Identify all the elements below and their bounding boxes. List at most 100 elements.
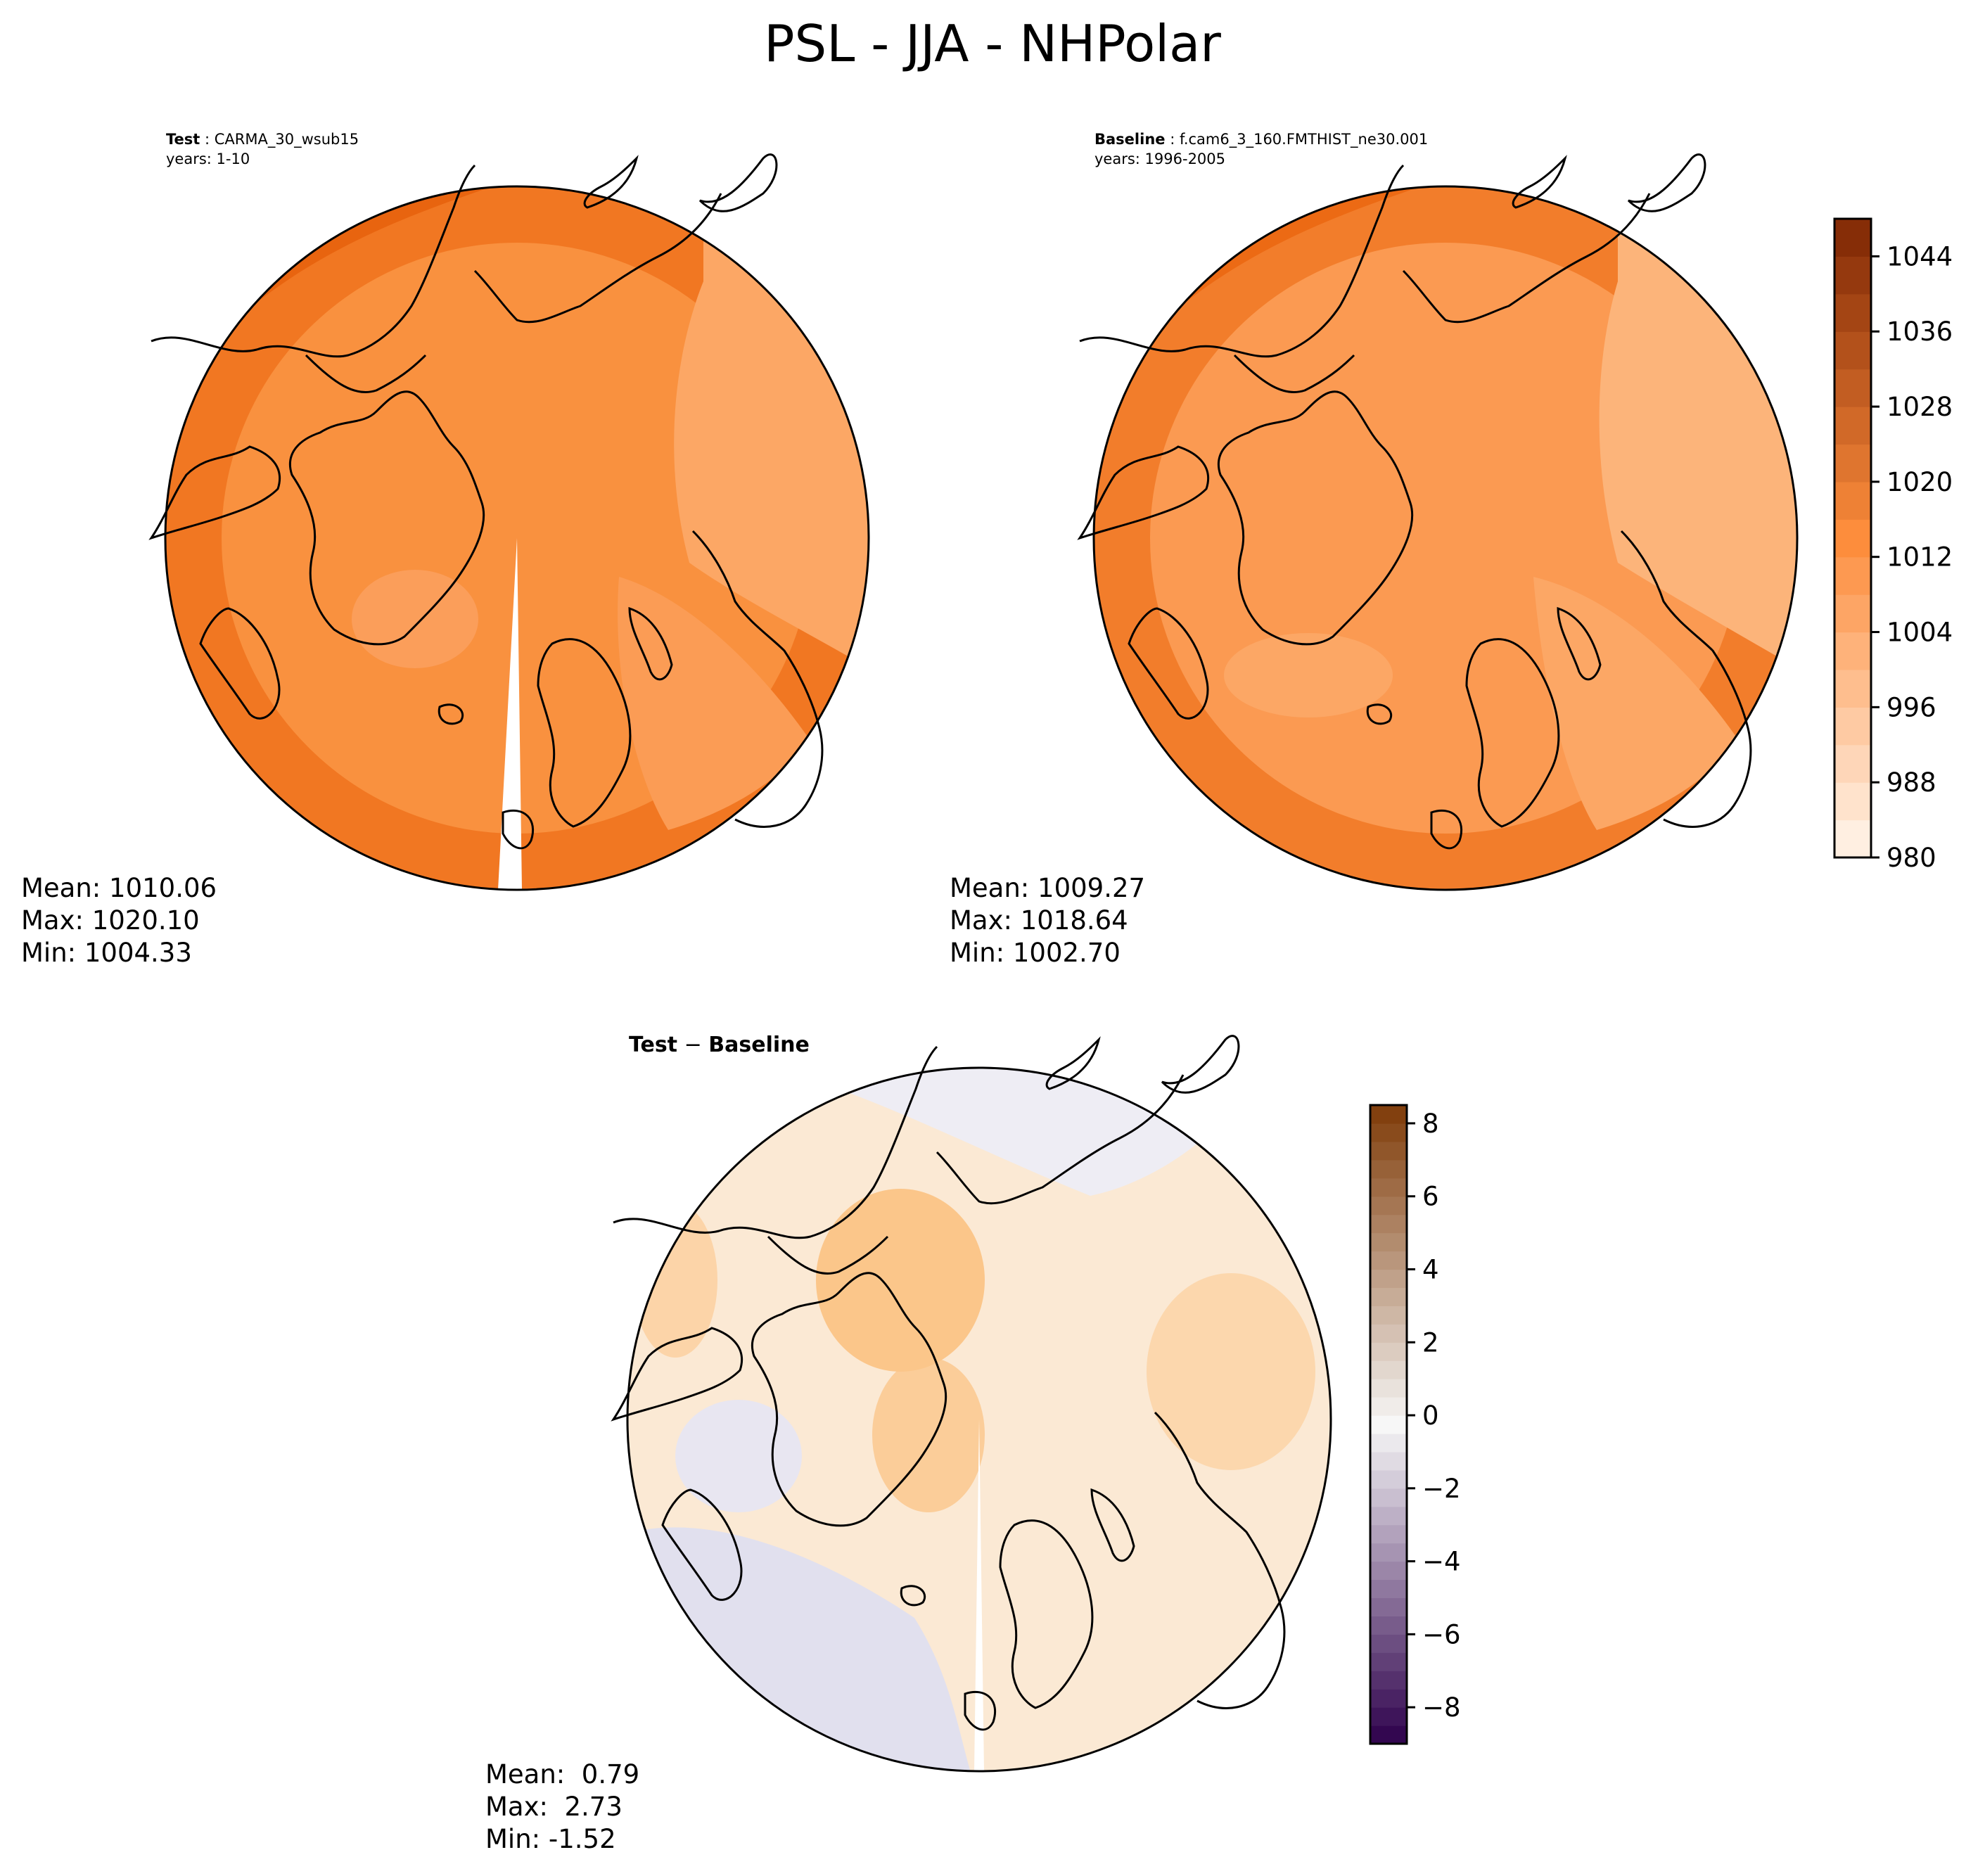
diff-label-test: Test: [629, 1033, 678, 1057]
absolute-colorbar: 980 988 996 1004 1012 1020 1028 1036 1044: [1833, 217, 1953, 873]
difference-colorbar-tick-label: 2: [1422, 1327, 1439, 1358]
test-label: Test: [166, 131, 200, 148]
diff-map-boundary: [626, 1066, 1332, 1773]
diff-field-positive-arctic: [816, 1189, 985, 1372]
absolute-colorbar-band: [1834, 293, 1871, 332]
absolute-colorbar-band: [1834, 481, 1871, 520]
baseline-case-name: f.cam6_3_160.FMTHIST_ne30.001: [1179, 131, 1429, 148]
diff-mean: Mean: 0.79: [485, 1759, 640, 1789]
difference-colorbar-tick-label: −4: [1422, 1547, 1461, 1577]
difference-colorbar: −8 −6 −4 −2 0 2 4 6 8: [1369, 1104, 1461, 1745]
absolute-colorbar-tick-label: 1028: [1887, 392, 1953, 422]
absolute-colorbar-band: [1834, 444, 1871, 483]
absolute-colorbar-band: [1834, 369, 1871, 407]
absolute-colorbar-tick-label: 1020: [1887, 467, 1953, 497]
difference-colorbar-band: [1370, 1196, 1407, 1215]
absolute-colorbar-band: [1834, 594, 1871, 633]
difference-colorbar-band: [1370, 1287, 1407, 1306]
absolute-colorbar-band: [1834, 632, 1871, 670]
difference-colorbar-band: [1370, 1634, 1407, 1653]
diff-max: Max: 2.73: [485, 1792, 623, 1822]
difference-colorbar-band: [1370, 1379, 1407, 1398]
difference-colorbar-tick-label: 8: [1422, 1109, 1439, 1139]
absolute-colorbar-band: [1834, 219, 1871, 257]
difference-colorbar-band: [1370, 1342, 1407, 1361]
diff-label-operator: −: [677, 1033, 709, 1057]
baseline-years: years: 1996-2005: [1094, 151, 1226, 167]
test-field-low-greenland: [352, 570, 478, 668]
difference-colorbar-band: [1370, 1579, 1407, 1599]
difference-colorbar-band: [1370, 1707, 1407, 1726]
absolute-colorbar-tick-label: 980: [1887, 843, 1936, 873]
difference-colorbar-band: [1370, 1141, 1407, 1161]
baseline-map: [1078, 153, 1799, 891]
difference-colorbar-band: [1370, 1324, 1407, 1343]
absolute-colorbar-band: [1834, 331, 1871, 370]
baseline-max: Max: 1018.64: [950, 905, 1128, 936]
diff-field-positive-greenland: [872, 1358, 985, 1512]
difference-colorbar-band: [1370, 1433, 1407, 1453]
difference-colorbar-tick-label: −2: [1422, 1474, 1461, 1504]
absolute-colorbar-tick-label: 1004: [1887, 618, 1953, 648]
difference-colorbar-tick-label: 0: [1422, 1400, 1439, 1431]
figure-title: PSL - JJA - NHPolar: [764, 14, 1221, 73]
test-max: Max: 1020.10: [21, 905, 200, 936]
test-stats: Mean: 1010.06 Max: 1020.10 Min: 1004.33: [21, 872, 217, 969]
difference-colorbar-band: [1370, 1105, 1407, 1124]
diff-field-negative-canada: [675, 1400, 802, 1512]
test-field-low-se: [618, 577, 809, 830]
baseline-min: Min: 1002.70: [950, 938, 1121, 968]
difference-colorbar-band: [1370, 1488, 1407, 1507]
baseline-mean: Mean: 1009.27: [950, 873, 1146, 903]
difference-colorbar-band: [1370, 1415, 1407, 1434]
diff-missing-wedge: [974, 1419, 984, 1771]
diff-stats: Mean: 0.79 Max: 2.73 Min: -1.52: [485, 1759, 639, 1856]
absolute-colorbar-tick-label: 1036: [1887, 317, 1953, 347]
absolute-colorbar-band: [1834, 519, 1871, 558]
test-case-name: CARMA_30_wsub15: [214, 131, 359, 148]
baseline-panel-title: Baseline : f.cam6_3_160.FMTHIST_ne30.001…: [1094, 131, 1429, 167]
difference-colorbar-tick-label: −8: [1422, 1692, 1461, 1723]
difference-colorbar-band: [1370, 1214, 1407, 1234]
diff-min: Min: -1.52: [485, 1824, 616, 1854]
test-years: years: 1-10: [166, 151, 250, 167]
difference-colorbar-band: [1370, 1506, 1407, 1526]
difference-colorbar-band: [1370, 1269, 1407, 1289]
diff-label-baseline: Baseline: [708, 1033, 810, 1057]
difference-colorbar-band: [1370, 1397, 1407, 1416]
absolute-colorbar-frame: [1833, 217, 1872, 859]
difference-colorbar-band: [1370, 1543, 1407, 1562]
absolute-colorbar-band: [1834, 707, 1871, 746]
test-missing-wedge: [498, 538, 522, 890]
diff-field-positive-siberia: [1147, 1273, 1315, 1470]
absolute-colorbar-band: [1834, 669, 1871, 708]
difference-colorbar-band: [1370, 1159, 1407, 1179]
absolute-colorbar-tick-label: 1044: [1887, 241, 1953, 272]
baseline-map-boundary: [1092, 185, 1799, 891]
baseline-stats: Mean: 1009.27 Max: 1018.64 Min: 1002.70: [950, 872, 1145, 969]
difference-colorbar-tick-label: 4: [1422, 1254, 1439, 1284]
absolute-colorbar-band: [1834, 819, 1871, 858]
difference-colorbar-band: [1370, 1178, 1407, 1197]
difference-colorbar-frame: [1369, 1104, 1408, 1745]
difference-colorbar-band: [1370, 1251, 1407, 1270]
difference-colorbar-band: [1370, 1360, 1407, 1379]
baseline-field-low-se: [1533, 577, 1737, 830]
difference-colorbar-band: [1370, 1451, 1407, 1471]
difference-colorbar-band: [1370, 1689, 1407, 1708]
difference-colorbar-band: [1370, 1616, 1407, 1635]
difference-colorbar-tick-label: 6: [1422, 1182, 1439, 1212]
test-min: Min: 1004.33: [21, 938, 192, 968]
absolute-colorbar-tick-label: 996: [1887, 692, 1936, 722]
difference-colorbar-tick-label: −6: [1422, 1619, 1461, 1650]
test-mean: Mean: 1010.06: [21, 873, 217, 903]
difference-colorbar-band: [1370, 1597, 1407, 1616]
absolute-colorbar-band: [1834, 744, 1871, 783]
baseline-label: Baseline: [1094, 131, 1166, 148]
absolute-colorbar-band: [1834, 556, 1871, 595]
diff-map: [612, 1035, 1332, 1773]
absolute-colorbar-band: [1834, 782, 1871, 821]
difference-colorbar-band: [1370, 1725, 1407, 1744]
difference-colorbar-band: [1370, 1469, 1407, 1489]
